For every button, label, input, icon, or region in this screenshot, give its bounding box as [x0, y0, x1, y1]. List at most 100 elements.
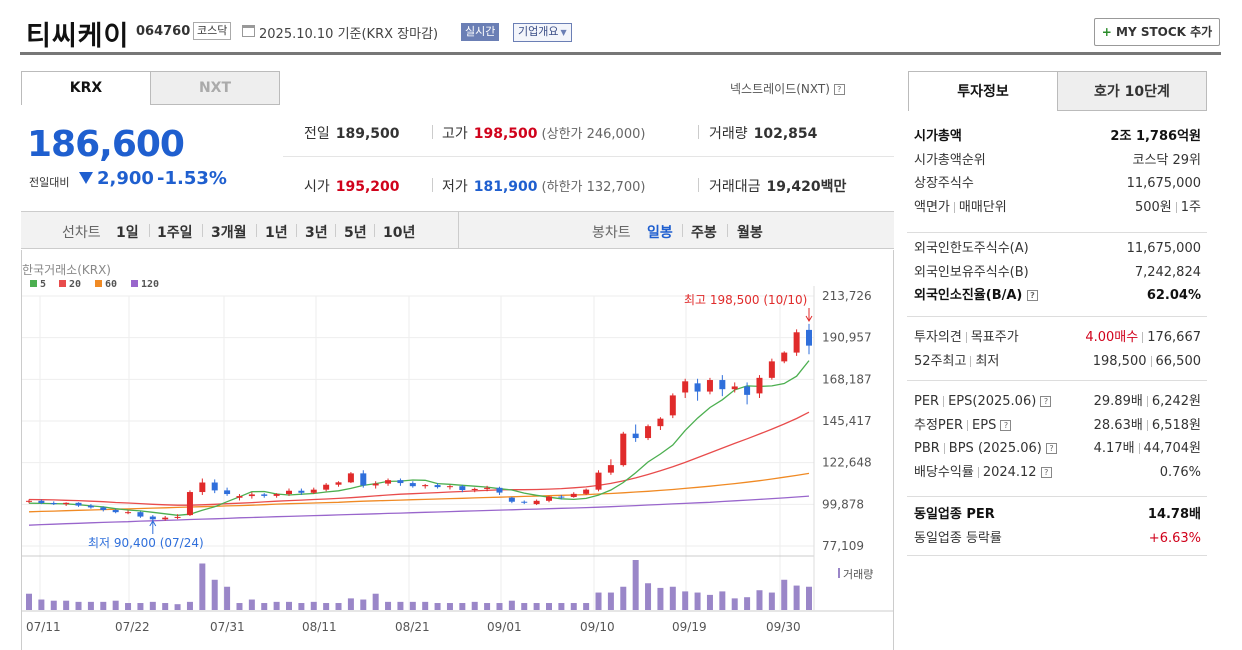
- volume-bar: [335, 603, 342, 610]
- tab-krx[interactable]: KRX: [21, 71, 151, 105]
- candle-body: [806, 329, 812, 346]
- tab-1w[interactable]: 1주일: [157, 225, 193, 241]
- volume-bar: [422, 601, 429, 610]
- y-tick-label: 190,957: [822, 331, 872, 345]
- tab-3m[interactable]: 3개월: [211, 225, 247, 241]
- info-divider: [907, 232, 1207, 233]
- stat-low-value: 181,900: [473, 179, 538, 195]
- help-icon[interactable]: ?: [1040, 466, 1052, 478]
- help-icon[interactable]: ?: [1000, 419, 1012, 431]
- legend-label: 60: [105, 279, 117, 290]
- candle-body: [372, 483, 379, 486]
- stat-trade-value-unit: 백만: [820, 179, 847, 195]
- help-icon[interactable]: ?: [833, 84, 845, 95]
- info-key: 상장주식수: [914, 176, 974, 191]
- help-icon[interactable]: ?: [1026, 290, 1038, 301]
- info-value: 14.78배: [1147, 507, 1201, 522]
- info-value: 11,675,000: [1126, 176, 1201, 191]
- info-row-key: PER EPS(2025.06) ?: [914, 393, 1052, 411]
- key-separator: [965, 332, 967, 343]
- info-key: 동일업종 PER: [914, 507, 995, 522]
- nextrade-link[interactable]: 넥스트레이드(NXT) ?: [730, 80, 845, 97]
- candle-body: [286, 490, 292, 495]
- candle-body: [645, 426, 652, 439]
- volume-bar: [273, 601, 280, 610]
- candle-body: [248, 494, 255, 497]
- info-value-2: 66,500: [1155, 353, 1202, 369]
- volume-bar: [26, 593, 32, 610]
- tab-invest-info[interactable]: 투자정보: [908, 71, 1058, 111]
- value-separator: [1175, 201, 1177, 213]
- volume-label: 거래량: [843, 568, 873, 581]
- tab-5y[interactable]: 5년: [344, 225, 367, 241]
- tab-1y[interactable]: 1년: [265, 225, 288, 241]
- company-info-dropdown[interactable]: 기업개요 ▼: [513, 23, 572, 42]
- stat-volume-value: 102,854: [753, 126, 818, 142]
- info-row-key: 시가총액: [914, 128, 962, 146]
- candle-body: [533, 500, 540, 505]
- info-key-2: 2024.12: [982, 464, 1037, 480]
- candle-body: [706, 380, 713, 392]
- tab-order-book[interactable]: 호가 10단계: [1057, 71, 1207, 111]
- info-divider: [907, 316, 1207, 317]
- tab-daily[interactable]: 일봉: [647, 225, 673, 241]
- stat-separator: [698, 178, 699, 192]
- info-value-2: 6,518원: [1151, 417, 1201, 433]
- volume-bar: [236, 603, 243, 610]
- tab-nxt[interactable]: NXT: [150, 71, 280, 105]
- mystock-add-button[interactable]: + MY STOCK 추가: [1094, 18, 1220, 46]
- tab-3y[interactable]: 3년: [305, 225, 328, 241]
- volume-bar: [162, 603, 169, 610]
- candle-body: [446, 486, 453, 488]
- candle-body: [768, 361, 775, 378]
- line-chart-label: 선차트: [62, 225, 101, 241]
- info-row-key: 외국인소진율(B/A) ?: [914, 287, 1038, 305]
- tab-1d[interactable]: 1일: [116, 225, 139, 241]
- volume-bar: [744, 597, 751, 610]
- current-price: 186,600: [27, 124, 185, 165]
- candle-body: [50, 503, 57, 505]
- info-value-2: 1주: [1180, 199, 1201, 215]
- candle-body: [397, 480, 404, 484]
- change-percent: -1.53%: [157, 168, 227, 189]
- tab-weekly[interactable]: 주봉: [691, 225, 717, 241]
- info-value: 코스닥 29위: [1132, 152, 1201, 168]
- legend-label: 20: [69, 279, 81, 290]
- info-row-key: 52주최고 최저: [914, 353, 999, 371]
- info-row: 외국인소진율(B/A) ? 62.04%: [914, 287, 1201, 305]
- value-separator: [1142, 332, 1144, 343]
- price-chart[interactable]: 한국거래소(KRX) 5 20 60 120 213,726 190,957 168,187 1…: [21, 250, 894, 650]
- x-tick-label: 08/11: [302, 620, 337, 634]
- tab-10y[interactable]: 10년: [383, 225, 416, 241]
- tab-separator: [296, 224, 297, 237]
- candle-body: [360, 473, 367, 486]
- candle-body: [63, 502, 70, 505]
- volume-bar: [793, 585, 800, 610]
- volume-bar: [224, 586, 231, 610]
- candle-body: [75, 502, 82, 506]
- candle-body: [323, 484, 330, 490]
- stat-open-label: 시가: [304, 179, 330, 195]
- candle-body: [26, 500, 32, 502]
- candle-body: [632, 433, 639, 439]
- info-key: 외국인소진율(B/A): [914, 288, 1023, 303]
- x-tick-label: 09/10: [580, 620, 615, 634]
- candle-body: [546, 496, 552, 501]
- info-row: 투자의견 목표주가 4.00매수 176,667: [914, 329, 1201, 347]
- info-row-value: 코스닥 29위: [1132, 152, 1201, 170]
- tab-separator: [149, 224, 150, 237]
- realtime-button[interactable]: 실시간: [461, 23, 500, 41]
- info-row-key: 외국인보유주식수(B): [914, 264, 1029, 282]
- moving-average-ma120: [28, 495, 810, 526]
- help-icon[interactable]: ?: [1045, 443, 1057, 454]
- value-separator: [1146, 396, 1148, 407]
- change-label: 전일대비: [29, 176, 70, 189]
- stat-upper-limit: (상한가 246,000): [541, 127, 646, 142]
- help-icon[interactable]: ?: [1040, 396, 1052, 407]
- info-divider: [907, 555, 1207, 556]
- y-tick-label: 99,878: [822, 497, 864, 511]
- tab-monthly[interactable]: 월봉: [737, 225, 763, 241]
- stat-separator: [432, 178, 433, 192]
- legend-swatch: [59, 280, 66, 287]
- stat-open-value: 195,200: [335, 179, 400, 195]
